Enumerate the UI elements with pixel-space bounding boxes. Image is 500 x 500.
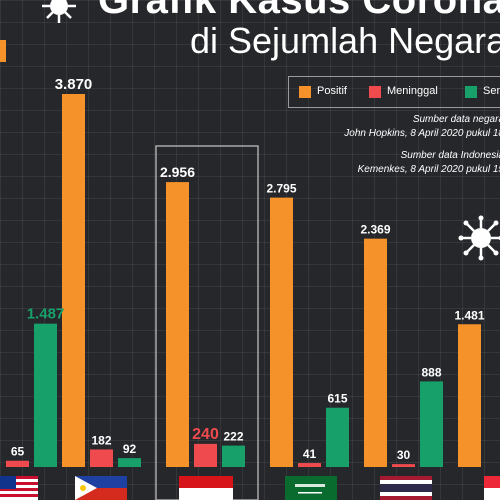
bar-meninggal-indonesia (194, 443, 217, 467)
legend-label-meninggal: Meninggal (387, 85, 438, 97)
bar-meninggal-filipina (90, 449, 113, 467)
bar-positif-indonesia (166, 182, 189, 467)
accent-tab (0, 40, 6, 62)
bar-positif-filipina (62, 94, 85, 467)
flags-layer (0, 476, 500, 500)
source-line-4: Kemenkes, 8 April 2020 pukul 15 (357, 164, 500, 175)
bar-sembuh-indonesia (222, 445, 245, 467)
bar-meninggal-thailand (392, 464, 415, 467)
source-line-3: Sumber data Indonesia (400, 150, 500, 161)
label-positif-filipina: 3.870 (55, 76, 93, 93)
legend-label-sembuh: Sembuh (483, 85, 500, 97)
legend-swatch-sembuh (465, 86, 477, 98)
indonesia-highlight-box (155, 145, 259, 500)
label-positif-singapura: 1.481 (454, 308, 484, 322)
label-positif-thailand: 2.369 (360, 223, 390, 237)
bar-meninggal-malaysia (6, 460, 29, 467)
legend-label-positif: Positif (317, 85, 347, 97)
label-positif-indonesia: 2.956 (160, 164, 195, 180)
flag-philippines (75, 476, 127, 500)
legend: Positif Meninggal Sembuh (288, 76, 500, 108)
bar-sembuh-thailand (420, 381, 443, 467)
label-meninggal-indonesia: 240 (192, 426, 219, 443)
label-sembuh-malaysia: 1.487 (27, 306, 65, 323)
source-line-2: John Hopkins, 8 April 2020 pukul 18 (344, 128, 500, 139)
legend-swatch-meninggal (369, 86, 381, 98)
label-meninggal-malaysia: 65 (11, 445, 25, 459)
legend-swatch-positif (299, 86, 311, 98)
bar-positif-singapura (458, 324, 481, 467)
label-sembuh-indonesia: 222 (223, 430, 243, 444)
flag-malaysia (0, 476, 38, 500)
bar-positif-arab-saudi (270, 197, 293, 467)
label-meninggal-arab-saudi: 41 (303, 447, 317, 461)
bars-layer (6, 94, 481, 467)
bar-sembuh-filipina (118, 458, 141, 467)
bar-meninggal-arab-saudi (298, 463, 321, 467)
virus-icon (458, 215, 500, 261)
labels-layer: 65 1.487 3.870 182 92 2.956 240 222 2.795 41 615 2.… (11, 76, 485, 462)
flag-indonesia (179, 476, 233, 500)
label-sembuh-filipina: 92 (123, 442, 137, 456)
flag-thailand (380, 476, 432, 500)
label-positif-arab-saudi: 2.795 (266, 182, 296, 196)
chart-title: Grafik Kasus Corona (98, 0, 500, 22)
bar-positif-thailand (364, 238, 387, 467)
label-sembuh-thailand: 888 (421, 365, 441, 379)
chart-subtitle: di Sejumlah Negara (190, 20, 500, 61)
label-meninggal-thailand: 30 (397, 448, 411, 462)
virus-icon (42, 0, 76, 23)
bar-sembuh-malaysia (34, 323, 57, 467)
bar-sembuh-arab-saudi (326, 407, 349, 467)
source-line-1: Sumber data negara (412, 114, 500, 125)
label-sembuh-arab-saudi: 615 (327, 392, 347, 406)
label-meninggal-filipina: 182 (91, 433, 111, 447)
flag-singapore (484, 476, 500, 500)
flag-saudi-arabia (285, 476, 337, 500)
